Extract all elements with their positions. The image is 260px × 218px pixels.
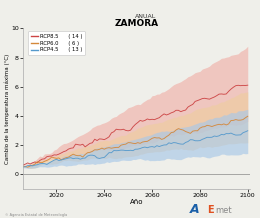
Legend: RCP8.5      ( 14 ), RCP6.0      ( 6 ), RCP4.5      ( 13 ): RCP8.5 ( 14 ), RCP6.0 ( 6 ), RCP4.5 ( 13… [28,31,85,55]
Title: ZAMORA: ZAMORA [114,19,159,28]
Text: E: E [207,205,213,215]
Y-axis label: Cambio de la temperatura máxima (°C): Cambio de la temperatura máxima (°C) [4,53,10,164]
Text: ANUAL: ANUAL [135,14,156,19]
Text: met: met [215,206,232,215]
X-axis label: Año: Año [130,199,143,205]
Text: A: A [190,203,199,216]
Text: © Agencia Estatal de Meteorología: © Agencia Estatal de Meteorología [5,213,67,217]
